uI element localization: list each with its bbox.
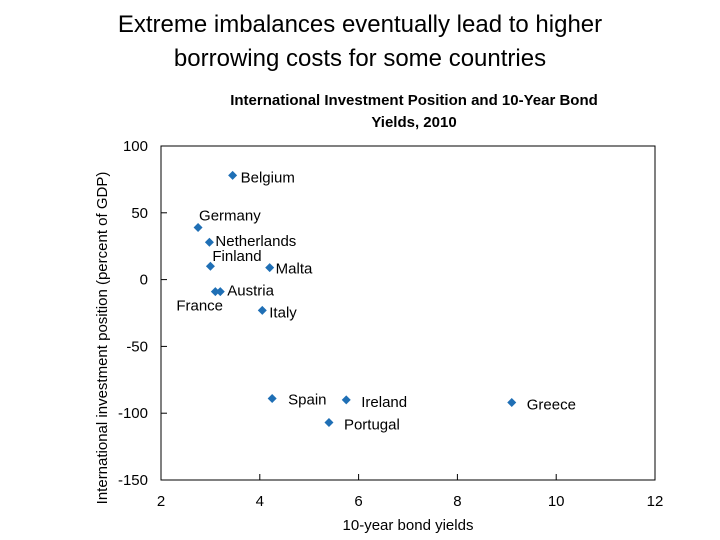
data-point-label: Italy [269, 304, 297, 321]
data-point-marker [204, 237, 214, 247]
y-tick-label: -50 [126, 338, 148, 355]
data-point-label: Austria [227, 283, 274, 300]
data-point-marker [257, 305, 267, 315]
x-tick-label: 6 [354, 493, 362, 510]
chart-title-line-2: Yields, 2010 [371, 114, 456, 131]
slide-title-line-2: borrowing costs for some countries [173, 45, 547, 72]
data-point-marker [267, 394, 277, 404]
slide-title-line-1: Extreme imbalances eventually lead to hi… [117, 11, 603, 38]
y-tick-label: 50 [131, 205, 148, 222]
data-point-label: Germany [199, 207, 261, 224]
data-point-marker [210, 287, 220, 297]
y-axis-ticks: 100 50 0 -50 -100 -150 [118, 138, 167, 489]
x-tick-label: 8 [453, 493, 461, 510]
x-axis-ticks: 2 4 6 8 10 12 [157, 474, 664, 510]
data-point-marker [265, 263, 275, 273]
data-point-marker [507, 398, 517, 408]
x-tick-label: 4 [256, 493, 264, 510]
data-point-marker [193, 222, 203, 232]
data-point-label: Greece [527, 397, 576, 414]
data-point-marker [205, 261, 215, 271]
x-tick-label: 2 [157, 493, 165, 510]
data-point-label: Ireland [361, 394, 407, 411]
y-tick-label: 0 [140, 272, 148, 289]
data-point-label: France [176, 298, 223, 315]
x-tick-label: 12 [647, 493, 664, 510]
data-point-marker [341, 395, 351, 405]
data-point-marker [324, 418, 334, 428]
y-axis-label: International investment position (perce… [94, 172, 111, 505]
data-point-label: Netherlands [215, 233, 296, 250]
data-point-marker [215, 287, 225, 297]
plot-area-frame [160, 145, 656, 481]
x-axis-label: 10-year bond yields [343, 517, 474, 534]
data-point-label: Portugal [344, 417, 400, 434]
y-tick-label: 100 [123, 138, 148, 155]
y-tick-label: -100 [118, 405, 148, 422]
data-point-label: Spain [288, 392, 326, 409]
data-point-marker [228, 170, 238, 180]
y-tick-label: -150 [118, 472, 148, 489]
data-point-label: Finland [212, 248, 261, 265]
slide-title: Extreme imbalances eventually lead to hi… [0, 8, 720, 76]
x-tick-label: 10 [548, 493, 565, 510]
data-point-label: Malta [276, 261, 313, 278]
data-point-label: Belgium [241, 169, 295, 186]
chart-title-line-1: International Investment Position and 10… [230, 92, 598, 109]
